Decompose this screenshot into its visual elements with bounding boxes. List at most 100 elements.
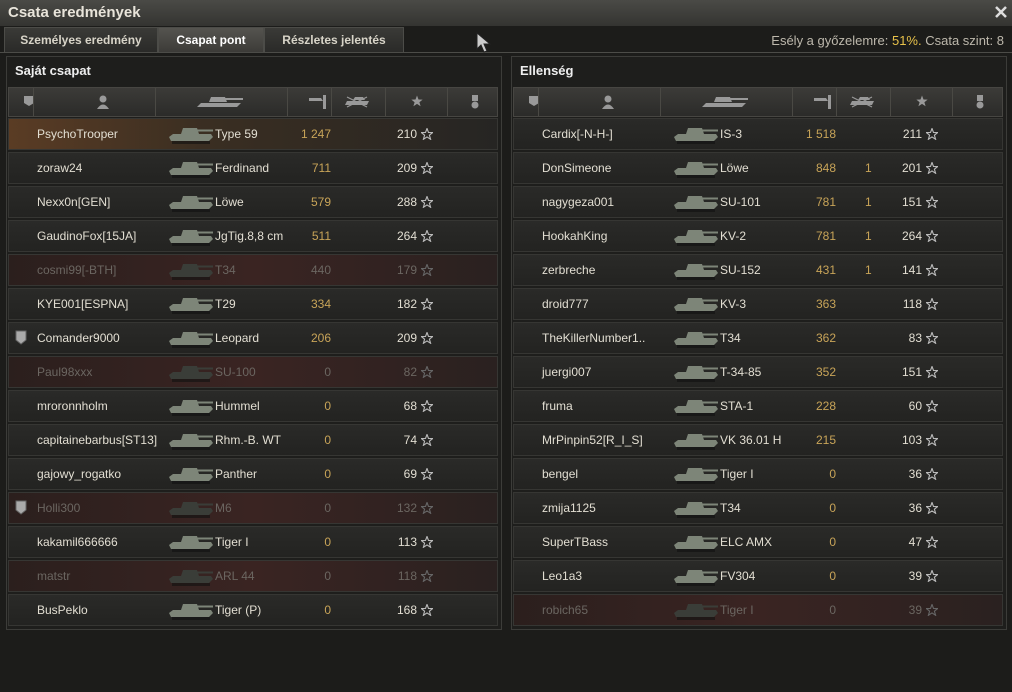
header-player-icon [602,95,650,114]
header-experience-icon [411,95,459,114]
tank-icon [672,427,720,456]
player-name: Paul98xxx [37,365,93,379]
xp-star [924,500,940,517]
header-badge-icon [528,95,576,114]
xp-star [924,228,940,245]
tank-name: JgTig.8,8 cm [215,229,284,243]
damage: 579 [310,195,331,209]
xp-star [419,296,435,313]
battle-level: Csata szint: 8 [925,33,1004,48]
damage: 0 [829,467,836,481]
player-row: MrPinpin52[R_I_S] VK 36.01 H 215 103 [513,424,1003,456]
damage: 431 [815,263,836,277]
xp-star [419,262,435,279]
player-name: zerbreche [542,263,596,277]
tank-name: Rhm.-B. WT [215,433,281,447]
header-separator [33,88,34,116]
tab[interactable]: Részletes jelentés [264,27,404,52]
player-row: mroronnholm Hummel 0 68 [8,390,498,422]
player-name: nagygeza001 [542,195,615,209]
player-name: gajowy_rogatko [37,467,122,481]
damage: 0 [324,501,331,515]
header-separator [890,88,891,116]
xp-star [924,432,940,449]
tank-icon [167,189,215,218]
tank-name: SU-152 [720,263,761,277]
tank-name: Type 59 [215,127,258,141]
window-title: Csata eredmények [8,4,141,21]
tank-name: IS-3 [720,127,743,141]
damage: 781 [815,229,836,243]
tab[interactable]: Személyes eredmény [4,27,158,52]
tab[interactable]: Csapat pont [158,27,264,52]
kills: 1 [865,229,872,243]
tank-icon [672,257,720,286]
title-bar: Csata eredmények [0,0,1012,26]
player-row: cosmi99[-BTH] T34 440 179 [8,254,498,286]
win-chance: 51%. [891,33,922,48]
damage: 0 [829,603,836,617]
header-experience-icon [916,95,964,114]
tank-icon [167,291,215,320]
experience: 39 [908,603,922,617]
player-name: kakamil666666 [37,535,118,549]
player-name: zoraw24 [37,161,83,175]
experience: 118 [902,297,922,311]
tank-icon [167,155,215,184]
player-name: droid777 [542,297,589,311]
player-row: BusPeklo Tiger (P) 0 168 [8,594,498,626]
experience: 74 [403,433,417,447]
experience: 118 [397,569,417,583]
experience: 264 [901,229,922,243]
damage: 0 [324,535,331,549]
tank-name: Leopard [215,331,260,345]
tank-icon [672,155,720,184]
xp-star [924,568,940,585]
damage: 0 [324,467,331,481]
player-row: Nexx0n[GEN] Löwe 579 288 [8,186,498,218]
player-row: Cardix[-N-H-] IS-3 1 518 211 [513,118,1003,150]
experience: 60 [908,399,922,413]
header-separator [660,88,661,116]
player-row: fruma STA-1 228 60 [513,390,1003,422]
tank-icon [672,291,720,320]
player-name: KYE001[ESPNA] [37,297,129,311]
player-row: Leo1a3 FV304 0 39 [513,560,1003,592]
experience: 132 [396,501,417,515]
tank-name: T34 [215,263,236,277]
xp-star [419,568,435,585]
xp-star [924,126,940,143]
xp-star [419,364,435,381]
damage: 0 [324,603,331,617]
tank-icon [672,359,720,388]
header-vehicle-icon [197,95,245,114]
header-kills-icon [343,95,391,114]
damage: 0 [324,399,331,413]
player-name: Nexx0n[GEN] [37,195,111,209]
xp-star [924,160,940,177]
header-separator [538,88,539,116]
kills: 1 [865,263,872,277]
experience: 151 [901,365,922,379]
player-name: cosmi99[-BTH] [37,263,117,277]
damage: 228 [815,399,836,413]
experience: 179 [396,263,417,277]
damage: 0 [829,569,836,583]
squad-badge [15,330,27,349]
damage: 440 [310,263,331,277]
player-name: robich65 [542,603,589,617]
kills: 1 [865,161,872,175]
close-button[interactable] [994,5,1008,19]
player-row: DonSimeone Löwe 848 1 201 [513,152,1003,184]
experience: 69 [403,467,417,481]
player-row: nagygeza001 SU-101 781 1 151 [513,186,1003,218]
experience: 288 [396,195,417,209]
player-name: Holli300 [37,501,81,515]
tab-divider [0,52,1012,53]
xp-star [924,330,940,347]
experience: 264 [396,229,417,243]
tank-name: M6 [215,501,232,515]
tank-icon [672,325,720,354]
player-name: MrPinpin52[R_I_S] [542,433,643,447]
